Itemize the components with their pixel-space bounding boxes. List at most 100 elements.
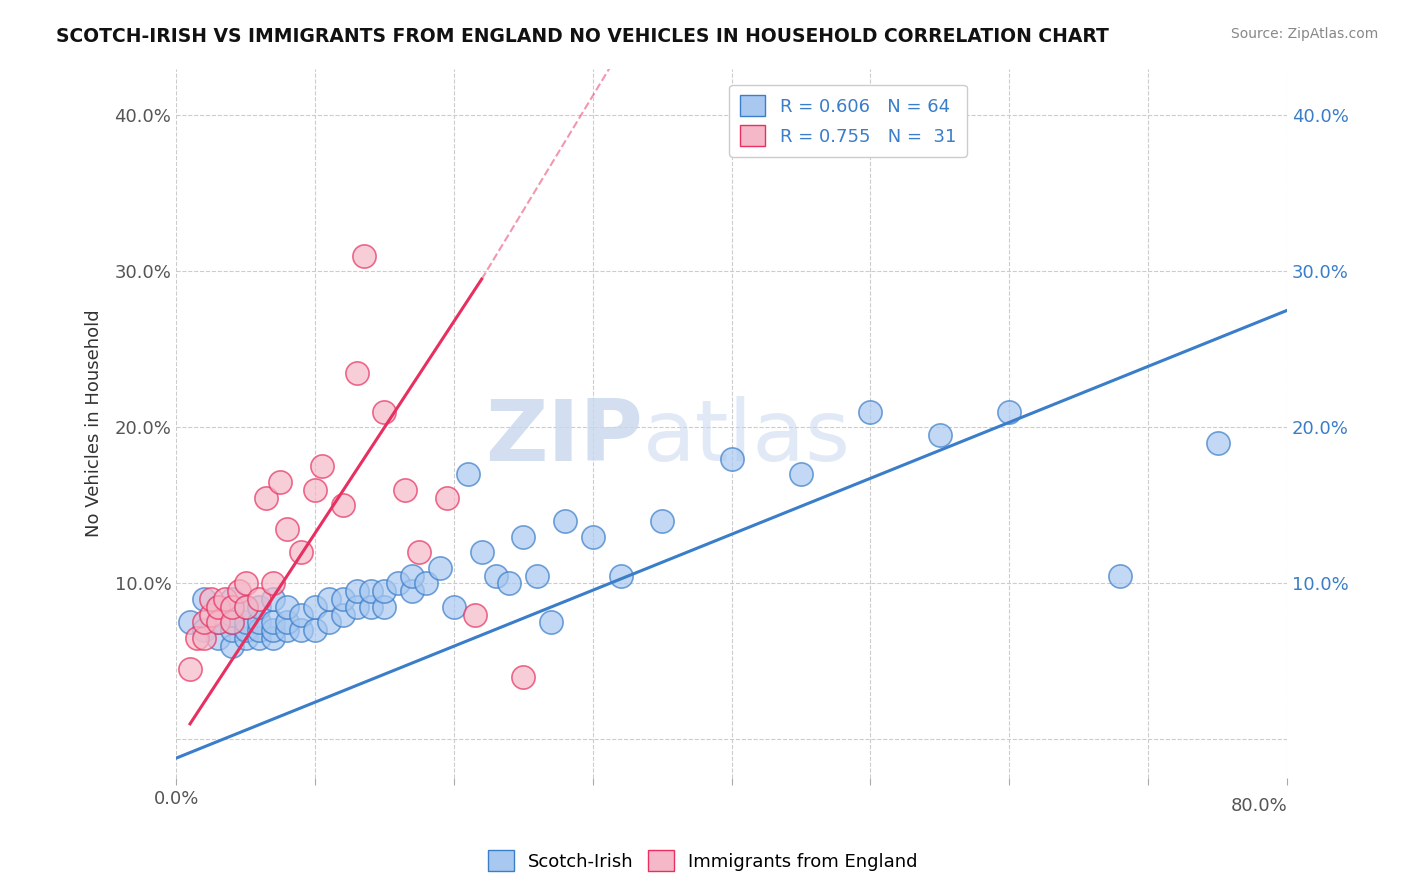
Point xyxy=(276,624,298,638)
Point xyxy=(408,545,430,559)
Point xyxy=(221,615,243,630)
Point xyxy=(235,576,257,591)
Point xyxy=(235,615,257,630)
Point xyxy=(269,475,291,489)
Point xyxy=(360,599,382,614)
Point xyxy=(254,491,277,505)
Point xyxy=(193,631,215,645)
Point xyxy=(394,483,416,497)
Point xyxy=(443,599,465,614)
Point xyxy=(471,545,494,559)
Point xyxy=(790,467,813,482)
Point xyxy=(249,615,271,630)
Point xyxy=(346,366,368,380)
Point xyxy=(498,576,520,591)
Legend: R = 0.606   N = 64, R = 0.755   N =  31: R = 0.606 N = 64, R = 0.755 N = 31 xyxy=(730,85,967,157)
Point xyxy=(540,615,562,630)
Point xyxy=(276,599,298,614)
Point xyxy=(332,607,354,622)
Point xyxy=(651,514,673,528)
Point xyxy=(401,568,423,582)
Point xyxy=(512,530,534,544)
Point xyxy=(484,568,506,582)
Point xyxy=(221,639,243,653)
Point xyxy=(318,592,340,607)
Point xyxy=(464,607,486,622)
Point xyxy=(554,514,576,528)
Point xyxy=(929,428,952,442)
Point xyxy=(249,631,271,645)
Point xyxy=(346,599,368,614)
Point xyxy=(186,631,208,645)
Text: SCOTCH-IRISH VS IMMIGRANTS FROM ENGLAND NO VEHICLES IN HOUSEHOLD CORRELATION CHA: SCOTCH-IRISH VS IMMIGRANTS FROM ENGLAND … xyxy=(56,27,1109,45)
Point xyxy=(304,483,326,497)
Point xyxy=(998,405,1021,419)
Point xyxy=(207,599,229,614)
Point xyxy=(200,592,222,607)
Text: ZIP: ZIP xyxy=(485,396,643,479)
Point xyxy=(415,576,437,591)
Point xyxy=(207,615,229,630)
Point xyxy=(304,624,326,638)
Point xyxy=(346,584,368,599)
Point xyxy=(193,615,215,630)
Legend: Scotch-Irish, Immigrants from England: Scotch-Irish, Immigrants from England xyxy=(481,843,925,879)
Point xyxy=(262,576,284,591)
Point xyxy=(387,576,409,591)
Point xyxy=(193,624,215,638)
Point xyxy=(609,568,631,582)
Point xyxy=(207,599,229,614)
Point xyxy=(249,592,271,607)
Point xyxy=(262,615,284,630)
Point xyxy=(276,615,298,630)
Point xyxy=(207,615,229,630)
Point xyxy=(262,624,284,638)
Point xyxy=(1109,568,1132,582)
Point xyxy=(235,631,257,645)
Point xyxy=(436,491,458,505)
Point xyxy=(360,584,382,599)
Point xyxy=(193,592,215,607)
Point xyxy=(228,584,250,599)
Point xyxy=(235,599,257,614)
Point xyxy=(235,599,257,614)
Point xyxy=(526,568,548,582)
Text: 80.0%: 80.0% xyxy=(1230,797,1286,815)
Point xyxy=(512,670,534,684)
Point xyxy=(1206,436,1229,450)
Point xyxy=(582,530,605,544)
Point xyxy=(221,615,243,630)
Point xyxy=(373,599,395,614)
Point xyxy=(318,615,340,630)
Point xyxy=(262,631,284,645)
Point xyxy=(332,592,354,607)
Point xyxy=(304,599,326,614)
Point xyxy=(249,599,271,614)
Point xyxy=(373,584,395,599)
Point xyxy=(720,451,742,466)
Point xyxy=(276,522,298,536)
Text: Source: ZipAtlas.com: Source: ZipAtlas.com xyxy=(1230,27,1378,41)
Point xyxy=(311,459,333,474)
Point xyxy=(290,624,312,638)
Point xyxy=(401,584,423,599)
Point xyxy=(859,405,882,419)
Point xyxy=(290,607,312,622)
Point xyxy=(207,631,229,645)
Point xyxy=(290,545,312,559)
Point xyxy=(221,624,243,638)
Point xyxy=(221,592,243,607)
Text: atlas: atlas xyxy=(643,396,851,479)
Point xyxy=(353,249,375,263)
Point xyxy=(221,599,243,614)
Point xyxy=(332,499,354,513)
Point xyxy=(457,467,479,482)
Point xyxy=(214,592,236,607)
Point xyxy=(235,624,257,638)
Y-axis label: No Vehicles in Household: No Vehicles in Household xyxy=(86,310,103,537)
Point xyxy=(249,624,271,638)
Point xyxy=(200,607,222,622)
Point xyxy=(262,592,284,607)
Point xyxy=(221,607,243,622)
Point xyxy=(373,405,395,419)
